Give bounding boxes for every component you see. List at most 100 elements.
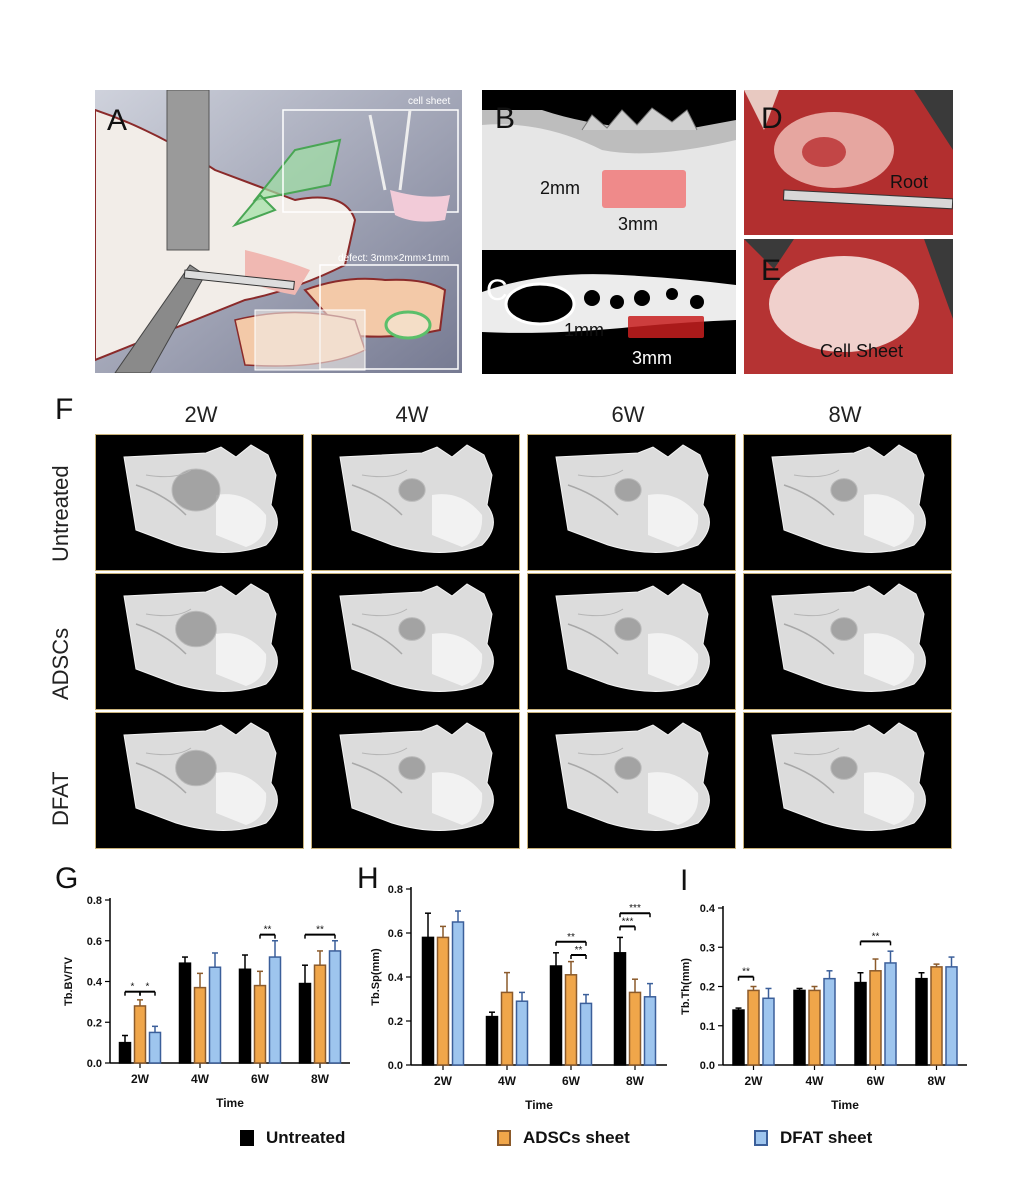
y-tick-label: 0.4: [388, 972, 404, 984]
panel-label-i: I: [680, 864, 689, 897]
bar: [208, 966, 222, 1064]
legend-dfat: DFAT sheet: [754, 1128, 872, 1148]
y-axis-label: Tb.BV/TV: [63, 956, 75, 1006]
panel-label-h: H: [357, 862, 379, 895]
x-tick-label: 4W: [806, 1074, 825, 1088]
y-tick-label: 0.0: [388, 1060, 403, 1072]
bone-render: [771, 722, 926, 831]
row-header-untreated: Untreated: [48, 465, 73, 562]
significance-label: **: [872, 931, 880, 942]
significance-label: ***: [622, 916, 634, 927]
bar: [823, 977, 836, 1066]
significance-label: ***: [629, 903, 641, 914]
bar: [298, 982, 312, 1064]
x-axis-label: Time: [831, 1098, 859, 1112]
bar: [628, 991, 642, 1066]
bone-render: [555, 583, 710, 692]
bone-render: [555, 722, 710, 831]
microct-image-adscs-6w: [527, 573, 736, 710]
bar: [854, 981, 867, 1066]
bar: [118, 1041, 132, 1064]
column-header-8w: 8W: [828, 402, 862, 427]
bar: [178, 962, 192, 1064]
column-header-2w: 2W: [184, 402, 218, 427]
x-tick-label: 4W: [498, 1074, 517, 1088]
x-tick-label: 8W: [311, 1072, 330, 1086]
y-tick-label: 0.6: [388, 928, 403, 940]
y-tick-label: 0.0: [700, 1060, 715, 1072]
y-axis-label: Tb.Th(mm): [680, 958, 692, 1015]
bar: [133, 1005, 147, 1064]
bar: [808, 989, 821, 1066]
panel-b-width: 3mm: [618, 214, 658, 234]
x-axis-label: Time: [525, 1098, 553, 1112]
legend-label-dfat: DFAT sheet: [780, 1128, 873, 1147]
bar: [515, 1000, 529, 1066]
legend-swatch-adscs: [497, 1130, 511, 1146]
panel-c-depth: 1mm: [564, 320, 604, 340]
legend-swatch-dfat: [754, 1130, 768, 1146]
y-axis-label: Tb.Sp(mm): [370, 948, 382, 1006]
bar: [579, 1002, 593, 1066]
cell-sheet-photo-label: Cell Sheet: [820, 341, 904, 361]
legend-adscs: ADSCs sheet: [497, 1128, 630, 1148]
panel-b-height: 2mm: [540, 178, 580, 198]
significance-label: **: [567, 932, 575, 943]
x-tick-label: 2W: [745, 1074, 764, 1088]
cross-section-render: [482, 274, 736, 338]
legend-untreated: Untreated: [240, 1128, 345, 1148]
x-tick-label: 2W: [434, 1074, 453, 1088]
bar: [549, 965, 563, 1066]
bone-render: [771, 444, 926, 553]
y-tick-label: 0.2: [700, 982, 715, 994]
significance-label: **: [264, 925, 272, 936]
bone-render: [339, 583, 494, 692]
panel-label-a: A: [107, 104, 128, 137]
microct-image-dfat-4w: [311, 712, 520, 849]
panel-label-f: F: [55, 393, 74, 426]
mandible-render: [482, 107, 736, 250]
y-tick-label: 0.6: [87, 936, 102, 948]
legend-swatch-untreated: [240, 1130, 254, 1146]
bone-render: [555, 444, 710, 553]
legend-label-adscs: ADSCs sheet: [523, 1128, 630, 1147]
bar: [793, 989, 806, 1066]
bar: [884, 962, 897, 1066]
bar: [193, 986, 207, 1064]
chart-tb-th: 0.0 0.1 0.2 0.3 0.4 Tb.Th(mm) Time 2W 4W 6W 8W ** **: [680, 903, 967, 1112]
row-header-dfat: DFAT: [48, 771, 73, 826]
bar: [328, 950, 342, 1064]
bone-render: [339, 722, 494, 831]
legend-label-untreated: Untreated: [266, 1128, 346, 1147]
bar: [451, 921, 465, 1066]
significance-label: **: [575, 945, 583, 956]
bar: [747, 989, 760, 1066]
panel-d-surgery-photo: Root: [744, 90, 953, 235]
x-tick-label: 8W: [928, 1074, 947, 1088]
microct-image-dfat-8w: [743, 712, 952, 849]
x-axis-label: Time: [216, 1096, 244, 1110]
bar: [253, 984, 267, 1064]
significance-label: **: [742, 967, 750, 978]
panel-e-surgery-photo: Cell Sheet: [744, 239, 953, 374]
y-tick-label: 0.0: [87, 1058, 102, 1070]
significance-label: **: [316, 925, 324, 936]
bar: [436, 936, 450, 1066]
cell-sheet-photo: [744, 239, 953, 374]
bone-render: [123, 583, 278, 692]
significance-label: *: [146, 982, 150, 993]
panel-label-c: C: [486, 274, 508, 307]
root-label: Root: [890, 172, 929, 192]
bone-render: [771, 583, 926, 692]
bar: [564, 974, 578, 1066]
y-tick-label: 0.2: [388, 1016, 403, 1028]
row-header-adscs: ADSCs: [48, 627, 73, 700]
microct-image-untreated-2w: [95, 434, 304, 571]
microct-image-adscs-8w: [743, 573, 952, 710]
x-tick-label: 6W: [251, 1072, 270, 1086]
bar: [148, 1031, 162, 1064]
x-tick-label: 8W: [626, 1074, 645, 1088]
microct-image-untreated-4w: [311, 434, 520, 571]
